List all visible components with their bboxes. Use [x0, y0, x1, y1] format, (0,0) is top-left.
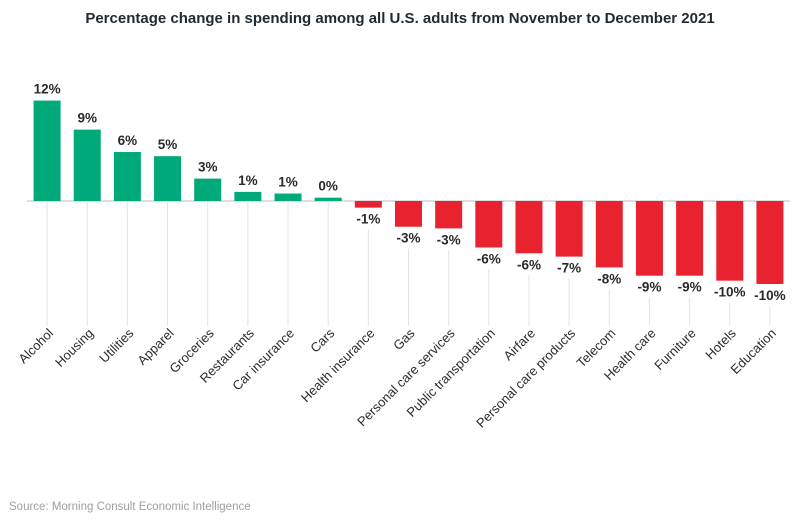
data-label: -1% — [356, 212, 380, 227]
category-label: Housing — [52, 326, 96, 370]
category-label: Furniture — [651, 326, 698, 373]
bar-personal-care-services — [435, 201, 463, 229]
bar-chart: 12%Alcohol9%Housing6%Utilities5%Apparel3… — [15, 82, 790, 431]
data-label: 5% — [158, 137, 178, 152]
data-label: -8% — [597, 271, 621, 286]
data-label: -6% — [477, 251, 501, 266]
bar-restaurants — [234, 191, 262, 201]
bar-public-transportation — [475, 201, 503, 248]
bar-utilities — [113, 152, 141, 201]
category-label: Airfare — [500, 326, 538, 364]
bar-car-insurance — [274, 193, 302, 201]
bar-personal-care-products — [555, 201, 583, 257]
data-label: -9% — [637, 280, 661, 295]
bar-airfare — [515, 201, 543, 254]
bar-hotels — [716, 201, 744, 281]
bar-housing — [73, 129, 101, 201]
bar-furniture — [676, 201, 704, 276]
bar-apparel — [154, 156, 182, 201]
category-label: Cars — [307, 325, 337, 355]
data-label: 1% — [278, 175, 298, 190]
bar-groceries — [194, 178, 222, 201]
data-label: 1% — [238, 173, 258, 188]
category-label: Alcohol — [15, 325, 56, 366]
data-label: 0% — [318, 179, 338, 194]
data-label: -10% — [754, 288, 786, 303]
bar-education — [756, 201, 784, 284]
bar-cars — [314, 197, 342, 201]
bar-health-insurance — [354, 201, 382, 208]
source-note: Source: Morning Consult Economic Intelli… — [9, 501, 251, 513]
data-label: -6% — [517, 257, 541, 272]
bar-gas — [395, 201, 422, 227]
data-label: -3% — [437, 232, 461, 247]
category-label: Health insurance — [298, 326, 378, 406]
data-label: -3% — [396, 231, 420, 246]
data-label: 3% — [198, 160, 218, 175]
data-label: -9% — [678, 280, 702, 295]
category-label: Gas — [390, 325, 418, 353]
data-label: 9% — [77, 111, 97, 126]
data-label: -7% — [557, 261, 581, 276]
bar-telecom — [595, 201, 623, 268]
data-label: -10% — [714, 285, 746, 300]
bar-health-care — [635, 201, 663, 276]
bar-alcohol — [33, 100, 61, 201]
category-label: Hotels — [702, 325, 739, 362]
category-label: Utilities — [96, 325, 137, 366]
data-label: 12% — [34, 82, 61, 97]
chart-title: Percentage change in spending among all … — [85, 10, 715, 27]
data-label: 6% — [118, 133, 138, 148]
